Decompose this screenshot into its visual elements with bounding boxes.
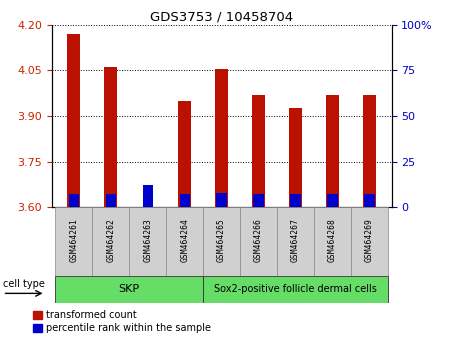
Bar [326, 95, 339, 207]
Text: GSM464265: GSM464265 [217, 218, 226, 262]
Bar [178, 101, 191, 207]
Bar [180, 194, 190, 207]
Bar [216, 193, 227, 207]
Bar [55, 276, 203, 303]
Text: GSM464261: GSM464261 [69, 218, 78, 262]
Text: GSM464264: GSM464264 [180, 218, 189, 262]
Text: GSM464269: GSM464269 [365, 218, 374, 262]
Bar [253, 194, 264, 207]
Bar [290, 194, 301, 207]
Bar [106, 194, 116, 207]
Bar [351, 207, 388, 276]
Bar [143, 185, 153, 207]
Bar [277, 207, 314, 276]
Text: GSM464263: GSM464263 [143, 218, 152, 262]
Bar [252, 95, 265, 207]
Bar [240, 207, 277, 276]
Bar [363, 95, 376, 207]
Text: SKP: SKP [119, 284, 140, 295]
Bar [55, 207, 92, 276]
Bar [68, 34, 81, 207]
Text: Sox2-positive follicle dermal cells: Sox2-positive follicle dermal cells [214, 284, 377, 295]
Bar [314, 207, 351, 276]
Bar [69, 194, 79, 207]
Title: GDS3753 / 10458704: GDS3753 / 10458704 [150, 11, 293, 24]
Bar [364, 194, 374, 207]
Bar [129, 207, 166, 276]
Text: GSM464267: GSM464267 [291, 218, 300, 262]
Bar [327, 194, 338, 207]
Bar [203, 276, 388, 303]
Text: GSM464262: GSM464262 [106, 218, 115, 262]
Bar [166, 207, 203, 276]
Text: cell type: cell type [3, 279, 45, 289]
Bar [203, 207, 240, 276]
Text: GSM464266: GSM464266 [254, 218, 263, 262]
Bar [289, 108, 302, 207]
Bar [215, 69, 228, 207]
Legend: transformed count, percentile rank within the sample: transformed count, percentile rank withi… [32, 309, 212, 334]
Text: GSM464268: GSM464268 [328, 218, 337, 262]
Bar [104, 67, 117, 207]
Bar [92, 207, 129, 276]
